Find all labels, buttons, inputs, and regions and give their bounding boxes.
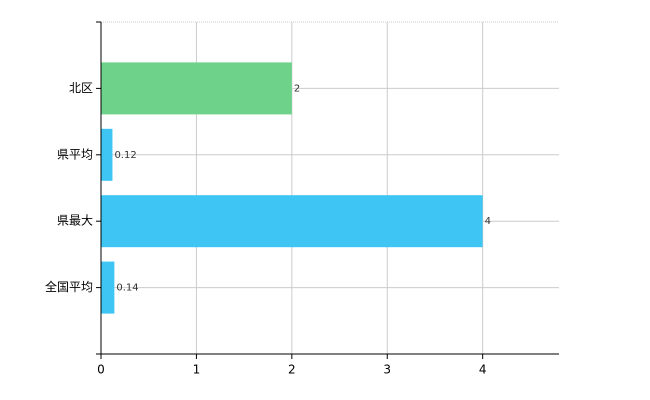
value-label: 4 [485,216,491,227]
value-label: 0.14 [116,283,138,294]
x-tick-label: 1 [193,363,201,377]
value-label: 2 [294,83,300,94]
value-label: 0.12 [114,150,136,161]
y-tick-label: 全国平均 [45,279,93,294]
bar [101,128,113,181]
x-tick-label: 4 [479,363,487,377]
bar [101,62,292,115]
y-tick-label: 県最大 [57,214,93,228]
x-tick-label: 2 [288,363,296,377]
x-tick-label: 0 [97,363,105,377]
y-tick-label: 北区 [69,81,93,95]
x-tick-label: 3 [383,363,391,377]
y-tick-label: 県平均 [57,147,93,161]
bar [101,195,483,248]
bar [101,261,115,314]
